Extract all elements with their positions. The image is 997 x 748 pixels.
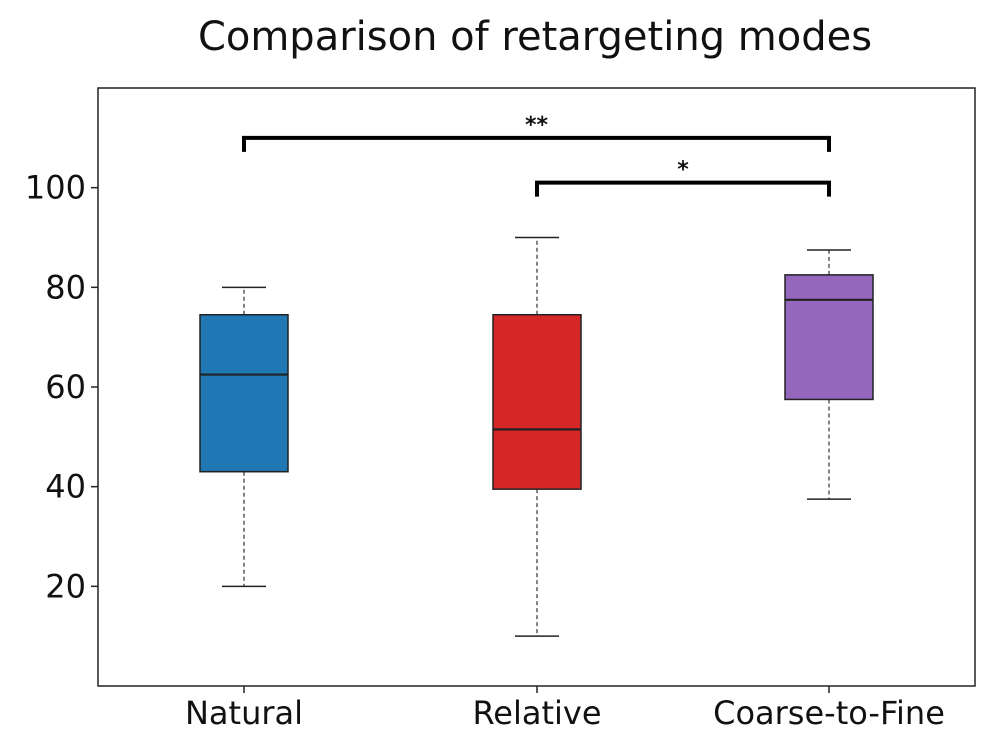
y-tick-label-100: 100 bbox=[25, 169, 86, 207]
significance-layer: *** bbox=[242, 113, 831, 197]
significance-bracket-line-1 bbox=[242, 135, 831, 152]
significance-bracket-1: ** bbox=[242, 113, 831, 152]
y-tick-label-80: 80 bbox=[45, 268, 86, 306]
box-group-relative bbox=[492, 236, 582, 637]
x-tick-label-relative: Relative bbox=[472, 694, 601, 732]
axes-layer: 20 40 60 80 100 Natural Relative Coarse-to-Fine bbox=[25, 87, 976, 732]
box-iqr-natural bbox=[199, 313, 289, 473]
x-tick-label-coarse-to-fine: Coarse-to-Fine bbox=[713, 694, 945, 732]
x-tick-label-natural: Natural bbox=[185, 694, 303, 732]
significance-bracket-line-2 bbox=[535, 180, 831, 197]
boxes-layer bbox=[199, 236, 874, 637]
box-group-coarse-to-fine bbox=[784, 249, 874, 500]
box-iqr-coarse-to-fine bbox=[784, 274, 874, 401]
y-tick-label-20: 20 bbox=[45, 567, 86, 605]
y-tick-label-60: 60 bbox=[45, 368, 86, 406]
chart-title: Comparison of retargeting modes bbox=[198, 14, 872, 60]
box-iqr-relative bbox=[492, 313, 582, 490]
y-tick-label-40: 40 bbox=[45, 468, 86, 506]
significance-label-2: * bbox=[677, 158, 689, 183]
significance-label-1: ** bbox=[525, 113, 549, 138]
significance-bracket-2: * bbox=[535, 158, 831, 197]
box-group-natural bbox=[199, 286, 289, 588]
